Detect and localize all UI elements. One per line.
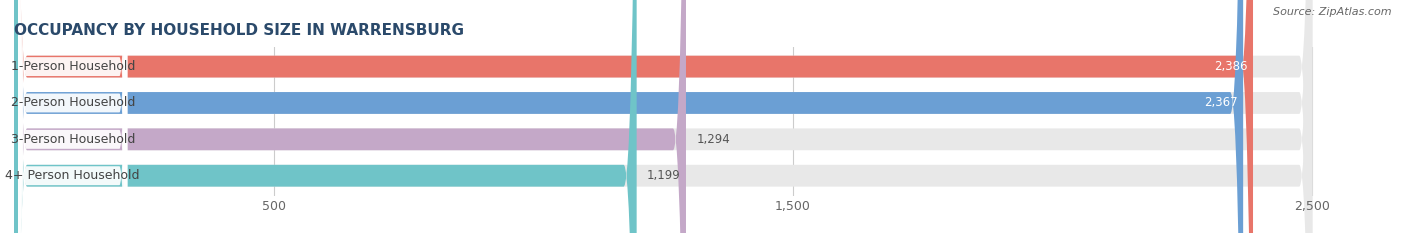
FancyBboxPatch shape <box>14 0 1253 233</box>
FancyBboxPatch shape <box>18 0 128 233</box>
FancyBboxPatch shape <box>14 0 1312 233</box>
Text: 1,199: 1,199 <box>647 169 681 182</box>
FancyBboxPatch shape <box>14 0 1243 233</box>
FancyBboxPatch shape <box>18 0 128 233</box>
FancyBboxPatch shape <box>18 0 128 233</box>
Text: 2,367: 2,367 <box>1205 96 1237 110</box>
Text: 3-Person Household: 3-Person Household <box>11 133 135 146</box>
Text: 4+ Person Household: 4+ Person Household <box>6 169 141 182</box>
Text: Source: ZipAtlas.com: Source: ZipAtlas.com <box>1274 7 1392 17</box>
Text: 1,294: 1,294 <box>696 133 730 146</box>
Text: 2-Person Household: 2-Person Household <box>11 96 135 110</box>
Text: OCCUPANCY BY HOUSEHOLD SIZE IN WARRENSBURG: OCCUPANCY BY HOUSEHOLD SIZE IN WARRENSBU… <box>14 24 464 38</box>
FancyBboxPatch shape <box>14 0 1312 233</box>
Text: 2,386: 2,386 <box>1215 60 1249 73</box>
FancyBboxPatch shape <box>18 0 128 233</box>
FancyBboxPatch shape <box>14 0 686 233</box>
FancyBboxPatch shape <box>14 0 637 233</box>
FancyBboxPatch shape <box>14 0 1312 233</box>
FancyBboxPatch shape <box>14 0 1312 233</box>
Text: 1-Person Household: 1-Person Household <box>11 60 135 73</box>
